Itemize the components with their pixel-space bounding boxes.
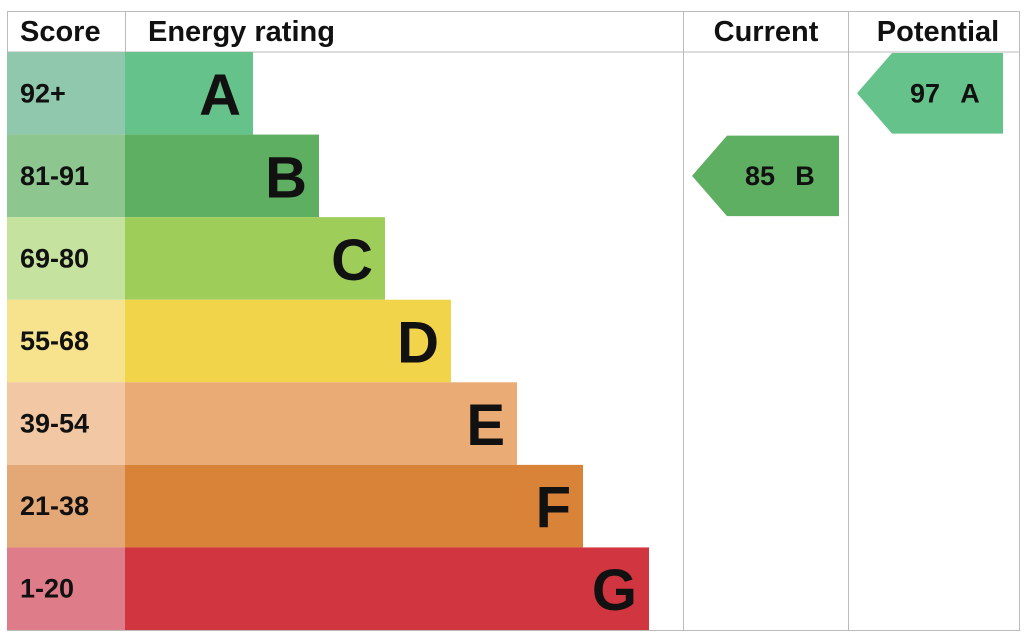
band-letter: E: [466, 393, 505, 458]
band-letter: D: [397, 311, 439, 376]
score-cell: [7, 382, 125, 465]
current-arrow: [692, 135, 839, 217]
header-rating: Energy rating: [148, 16, 335, 48]
score-cell: [7, 299, 125, 383]
current-value: 85: [745, 161, 775, 191]
score-label: 92+: [20, 78, 66, 108]
rating-bar: [125, 547, 649, 630]
score-cell: [7, 134, 125, 218]
rating-bar: [125, 464, 583, 548]
band-letter: C: [331, 228, 373, 293]
rating-bar: [125, 382, 517, 465]
score-label: 81-91: [20, 161, 89, 191]
header-current: Current: [714, 16, 819, 48]
header-potential: Potential: [877, 16, 999, 48]
score-label: 55-68: [20, 326, 89, 356]
rating-bar: [125, 134, 319, 218]
score-label: 69-80: [20, 243, 89, 273]
potential-letter: A: [960, 78, 980, 108]
potential-value: 97: [910, 78, 940, 108]
score-cell: [7, 464, 125, 548]
rating-bar: [125, 299, 451, 383]
score-cell: [7, 52, 125, 135]
score-label: 21-38: [20, 491, 89, 521]
band-letter: F: [536, 476, 571, 541]
band-letter: A: [199, 63, 241, 128]
score-label: 39-54: [20, 409, 89, 439]
header-score: Score: [20, 16, 101, 48]
score-label: 1-20: [20, 574, 74, 604]
rating-bar: [125, 52, 253, 135]
score-cell: [7, 217, 125, 300]
band-letter: B: [265, 145, 307, 210]
current-letter: B: [795, 161, 815, 191]
band-letter: G: [592, 558, 637, 623]
rating-bar: [125, 217, 385, 300]
potential-arrow: [857, 53, 1003, 134]
score-cell: [7, 547, 125, 630]
